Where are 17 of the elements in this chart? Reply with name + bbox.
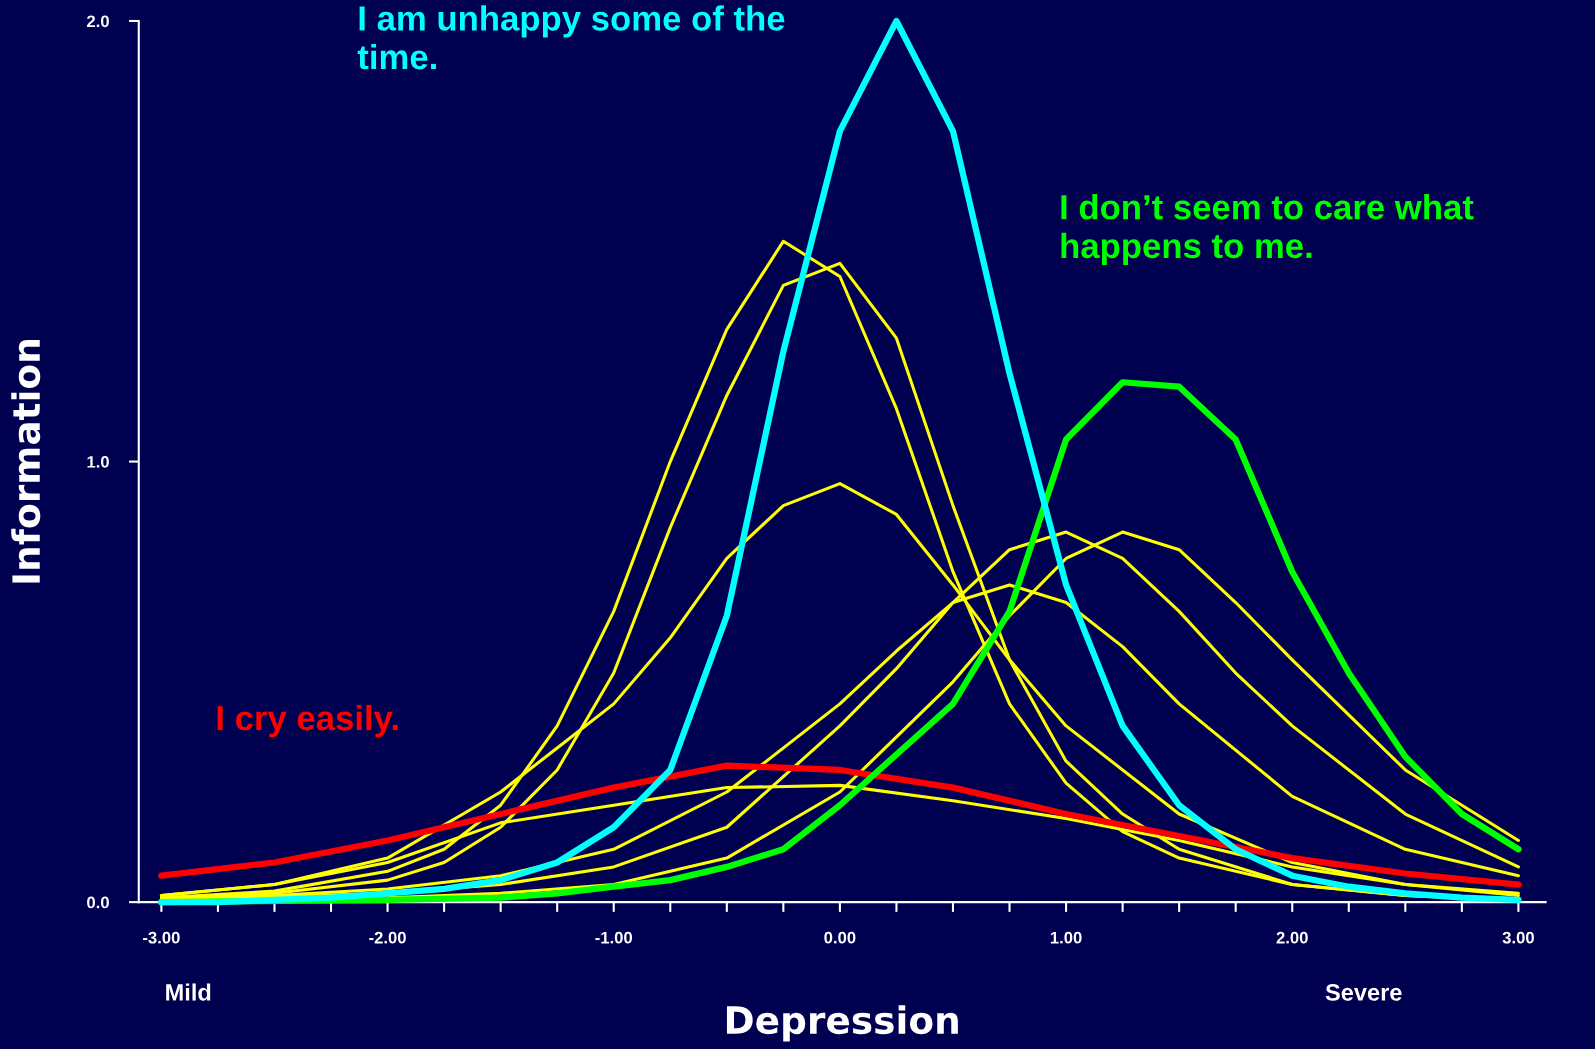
x-axis-title: Depression xyxy=(726,1005,958,1042)
x-tick-label: 3.00 xyxy=(1502,931,1534,944)
y-tick-label: 2.0 xyxy=(87,15,109,28)
x-tick-label: -3.00 xyxy=(143,931,180,944)
text: I don’t seem to care what happens to me. xyxy=(1061,194,1474,266)
x-tick-label: -1.00 xyxy=(595,931,633,944)
text: I cry easily. xyxy=(217,704,398,738)
y-tick-label: 0.0 xyxy=(87,896,109,909)
y-axis-title: Information xyxy=(11,340,41,583)
x-tick-label: 1.00 xyxy=(1050,931,1082,944)
text: I am unhappy some of the time. xyxy=(357,5,785,70)
y-tick-label: 1.0 xyxy=(87,455,109,468)
text: Mild xyxy=(166,983,211,1001)
text: Severe xyxy=(1325,984,1402,1001)
x-tick-label: 2.00 xyxy=(1276,931,1308,944)
x-tick-label: -2.00 xyxy=(369,931,406,944)
x-tick-label: 0.00 xyxy=(824,931,856,944)
